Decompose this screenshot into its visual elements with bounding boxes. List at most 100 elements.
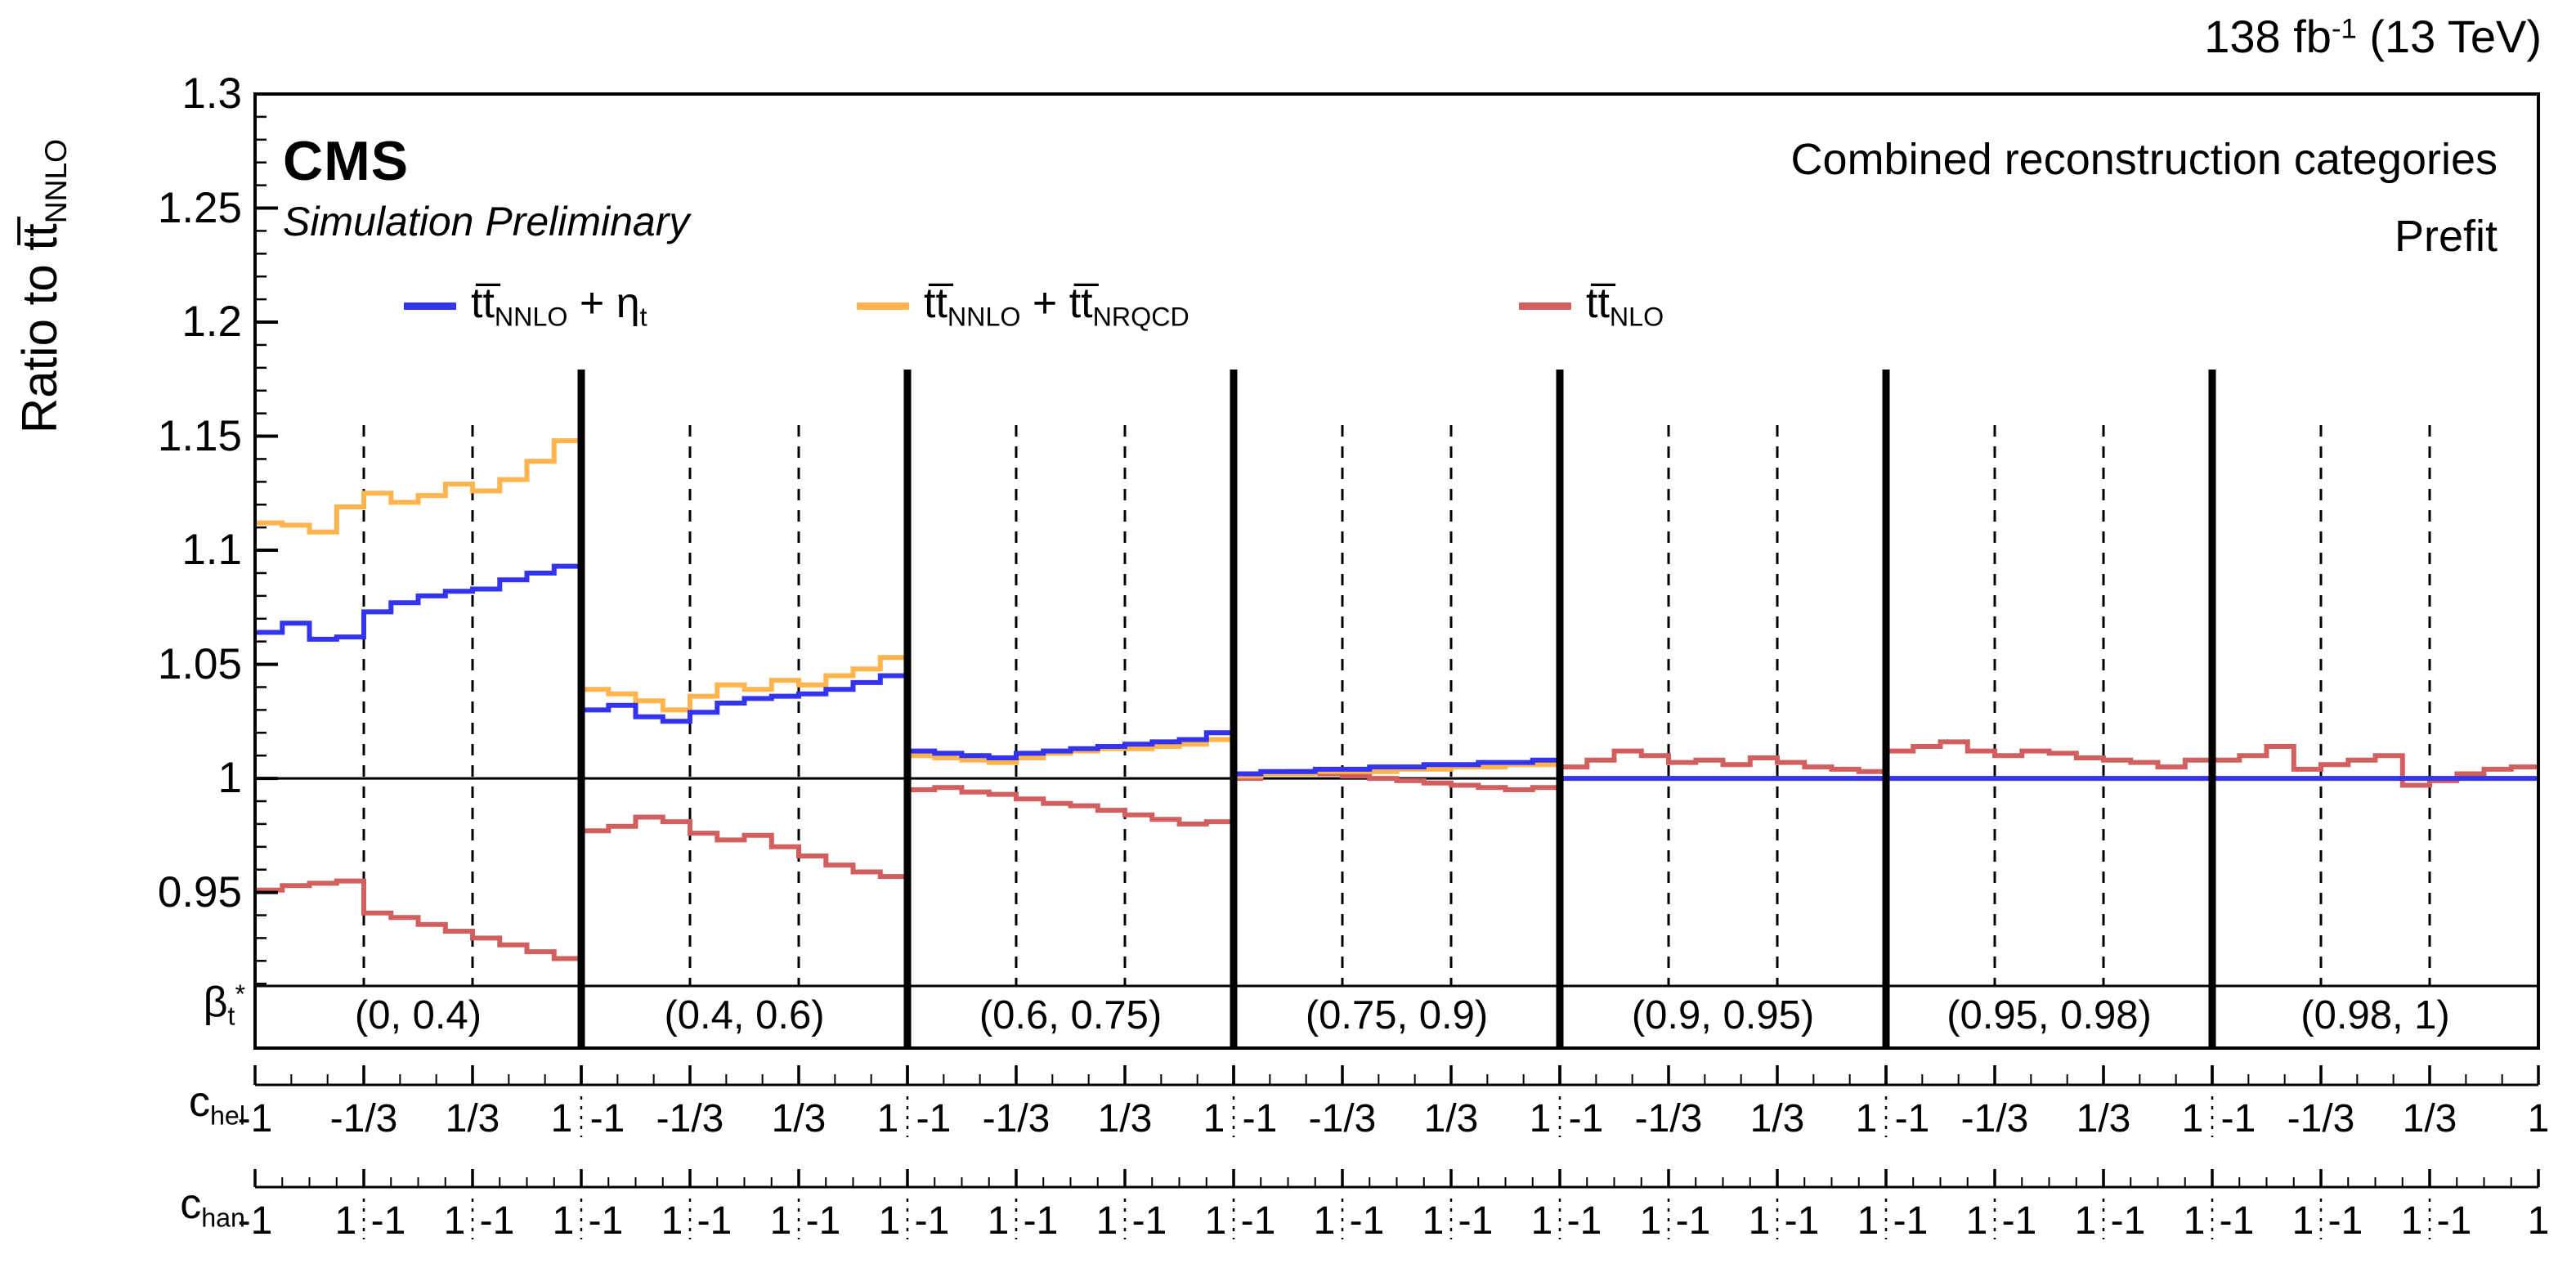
chan-tick-label: 1 [1204,1199,1227,1243]
chan-tick-label: -1 [1240,1199,1276,1243]
category-label: Combined reconstruction categories [1790,135,2498,184]
chan-tick-label: 1 [334,1199,357,1243]
beta-axis-label: βt* [203,979,245,1031]
chel-tick-label: 1 [550,1097,573,1140]
prefit-label: Prefit [2394,212,2498,261]
chan-tick-label: 1 [878,1199,901,1243]
chel-tick-label: 1 [1529,1097,1552,1140]
chan-tick-label: -1 [1675,1199,1711,1243]
chan-tick-label: 1 [1313,1199,1336,1243]
chan-tick-label: 1 [1530,1199,1553,1243]
chan-tick-label: 1 [1748,1199,1771,1243]
chan-tick-label: -1 [370,1199,406,1243]
chan-tick-label: 1 [987,1199,1010,1243]
chel-tick-label: 1/3 [1097,1097,1153,1140]
plot-frame [253,92,2540,1050]
chan-tick-label: 1 [1422,1199,1445,1243]
chel-tick-label: -1 [2220,1097,2256,1140]
chan-axis-label: chan [180,1181,245,1233]
chel-tick-label: 1/3 [2076,1097,2131,1140]
chan-tick-label: -1 [1023,1199,1059,1243]
chan-tick-label: -1 [2001,1199,2037,1243]
chel-tick-label: 1/3 [2402,1097,2457,1140]
chan-tick-label: -1 [2219,1199,2255,1243]
chel-axis-label: chel [188,1078,245,1131]
legend-item-ttnnlo-etat: tt̅NNLO + ηt [404,280,647,332]
chan-tick-label: 1 [1639,1199,1662,1243]
chel-tick-label: -1 [1568,1097,1604,1140]
y-tick-label: 1.05 [157,639,242,688]
simulation-preliminary-label: Simulation Preliminary [283,199,690,244]
chan-tick-label: -1 [237,1199,273,1243]
chan-tick-label: -1 [914,1199,950,1243]
chan-tick-label: -1 [2436,1199,2472,1243]
chel-tick-label: -1/3 [1960,1097,2029,1140]
y-tick-label: 1.15 [157,411,242,460]
legend-label-ttnnlo-etat: tt̅NNLO + ηt [471,280,647,332]
chan-tick-label: -1 [1131,1199,1167,1243]
chan-tick-label: 1 [443,1199,466,1243]
chan-tick-label: -1 [1566,1199,1602,1243]
y-tick-label: 1.25 [157,183,242,232]
chel-tick-label: 1/3 [445,1097,500,1140]
beta-bin-label: (0.4, 0.6) [664,993,825,1037]
chel-tick-label: -1/3 [2287,1097,2355,1140]
chel-tick-label: 1 [876,1097,899,1140]
chel-tick-label: -1 [1242,1097,1278,1140]
legend-label-ttnlo: tt̅NLO [1586,280,1664,332]
chan-tick-label: -1 [805,1199,841,1243]
chel-tick-label: 1/3 [771,1097,827,1140]
y-tick-label: 1.2 [181,298,242,347]
series-line-ttbar-nnlo-ttbar-nrqcd [255,438,2538,782]
chan-tick-label: -1 [697,1199,732,1243]
chan-tick-label: 1 [769,1199,792,1243]
chel-bin-separators [362,425,2431,986]
chan-tick-label: 1 [552,1199,575,1243]
chan-axis [253,1169,2540,1239]
y-tick-label: 1.1 [181,526,242,575]
y-tick-label: 1.3 [181,69,242,118]
experiment-label: CMS [283,130,410,192]
chan-tick-label: 1 [661,1199,683,1243]
beta-bin-label: (0.98, 1) [2300,993,2450,1037]
chan-tick-label: -1 [2110,1199,2146,1243]
legend-item-ttnnlo-ttnrqcd: tt̅NNLO + tt̅NRQCD [857,280,1189,332]
chan-tick-label: -1 [588,1199,624,1243]
chan-tick-label: 1 [2292,1199,2314,1243]
chel-tick-label: 1 [2181,1097,2204,1140]
beta-bin-label: (0.95, 0.98) [1947,993,2152,1037]
chan-tick-label: -1 [2327,1199,2363,1243]
chel-tick-label: -1/3 [329,1097,398,1140]
chan-tick-label: -1 [1458,1199,1494,1243]
chel-tick-label: -1 [237,1097,273,1140]
chel-tick-label: -1/3 [656,1097,724,1140]
y-axis-ticks [255,92,278,985]
chel-tick-label: -1 [589,1097,625,1140]
chan-tick-label: 1 [1095,1199,1118,1243]
chan-tick-label: -1 [1349,1199,1385,1243]
chel-tick-label: 1 [1203,1097,1225,1140]
chel-tick-label: 1 [2527,1097,2550,1140]
beta-bin-label: (0, 0.4) [354,993,482,1037]
chel-tick-label: 1/3 [1423,1097,1479,1140]
y-axis-title: Ratio to tt̅NNLO [12,138,73,434]
legend-line-ttnnlo-ttnrqcd [857,302,909,310]
legend-line-ttnlo [1519,302,1571,310]
y-tick-label: 0.95 [157,867,242,916]
chel-tick-label: -1 [916,1097,952,1140]
y-tick-label: 1 [217,754,242,803]
series-line-ttbar-nlo [255,739,2538,961]
chel-axis [253,1065,2540,1137]
chan-tick-label: -1 [479,1199,515,1243]
beta-bin-label: (0.9, 0.95) [1631,993,1815,1037]
beta-panel-dividers [577,370,2216,1048]
luminosity-label: 138 fb-1 (13 TeV) [2204,11,2542,62]
series-line-ttbar-nnlo-eta-t [255,563,2538,782]
legend-line-ttnnlo-etat [404,302,456,310]
beta-bin-label: (0.75, 0.9) [1305,993,1489,1037]
legend-label-ttnnlo-ttnrqcd: tt̅NNLO + tt̅NRQCD [924,280,1189,332]
chan-tick-label: -1 [1893,1199,1929,1243]
chan-tick-label: 1 [1965,1199,1988,1243]
